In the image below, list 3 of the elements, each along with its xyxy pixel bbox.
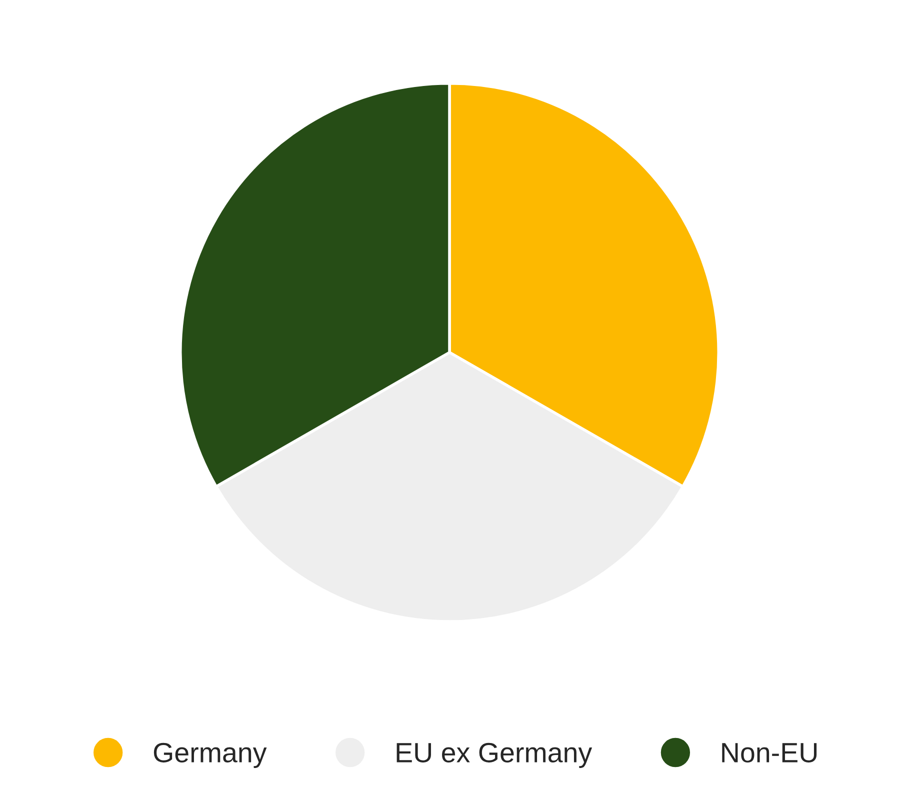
legend-label: Non-EU [722, 743, 817, 762]
legend-label: EU ex Germany [396, 742, 592, 768]
legend-label: Germany [154, 742, 267, 768]
